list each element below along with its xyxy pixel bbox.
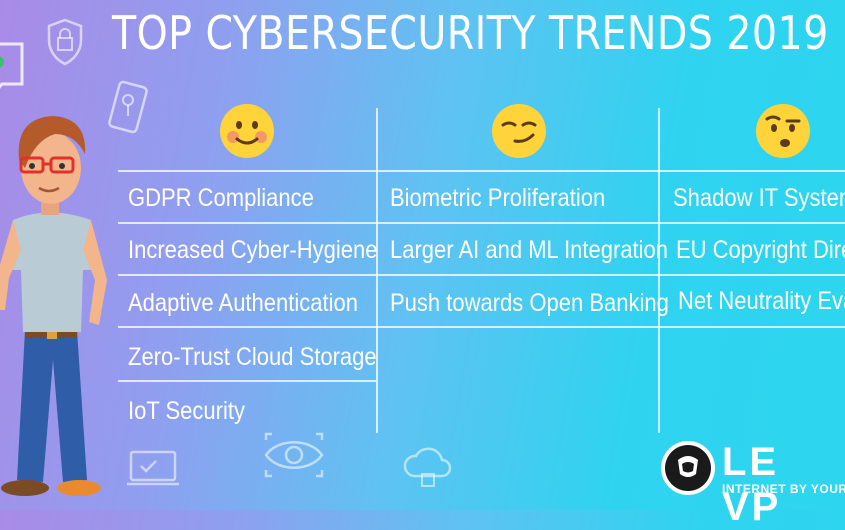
le-vpn-logo-icon xyxy=(661,441,715,495)
row-divider xyxy=(118,274,845,276)
phone-key-icon xyxy=(108,80,148,134)
row-divider xyxy=(118,380,376,382)
page-title: TOP CYBERSECURITY TRENDS 2019 xyxy=(112,6,829,60)
blushing-smile-emoji-icon xyxy=(220,104,274,158)
raised-eyebrow-emoji-icon xyxy=(756,104,810,158)
row-divider xyxy=(118,222,845,224)
laptop-check-icon xyxy=(127,450,179,486)
cloud-lock-icon xyxy=(403,447,452,487)
smirking-emoji-icon xyxy=(492,104,546,158)
column-divider-2 xyxy=(658,108,660,433)
trend-item: Shadow IT Systems xyxy=(673,184,845,212)
chat-bubble-icon xyxy=(0,42,24,89)
trend-item: Adaptive Authentication xyxy=(128,289,358,317)
trend-item: Larger AI and ML Integration xyxy=(390,236,669,264)
column-divider-1 xyxy=(376,108,378,433)
trend-item: Zero-Trust Cloud Storage xyxy=(128,343,377,371)
shield-lock-icon xyxy=(47,18,83,66)
trend-item: Push towards Open Banking xyxy=(390,289,669,317)
trend-item: Biometric Proliferation xyxy=(390,184,606,212)
trend-item: EU Copyright Direc xyxy=(676,236,845,264)
eye-target-icon xyxy=(264,432,324,478)
cartoon-man-illustration xyxy=(0,116,107,496)
trend-item: Increased Cyber-Hygiene xyxy=(128,236,378,264)
trend-item: Net Neutrality Eva xyxy=(678,287,845,315)
trend-item: GDPR Compliance xyxy=(128,184,314,212)
row-divider xyxy=(118,326,845,328)
trend-item: IoT Security xyxy=(128,397,245,425)
row-divider xyxy=(118,170,845,172)
logo-tagline: INTERNET BY YOUR OWN xyxy=(722,482,845,496)
